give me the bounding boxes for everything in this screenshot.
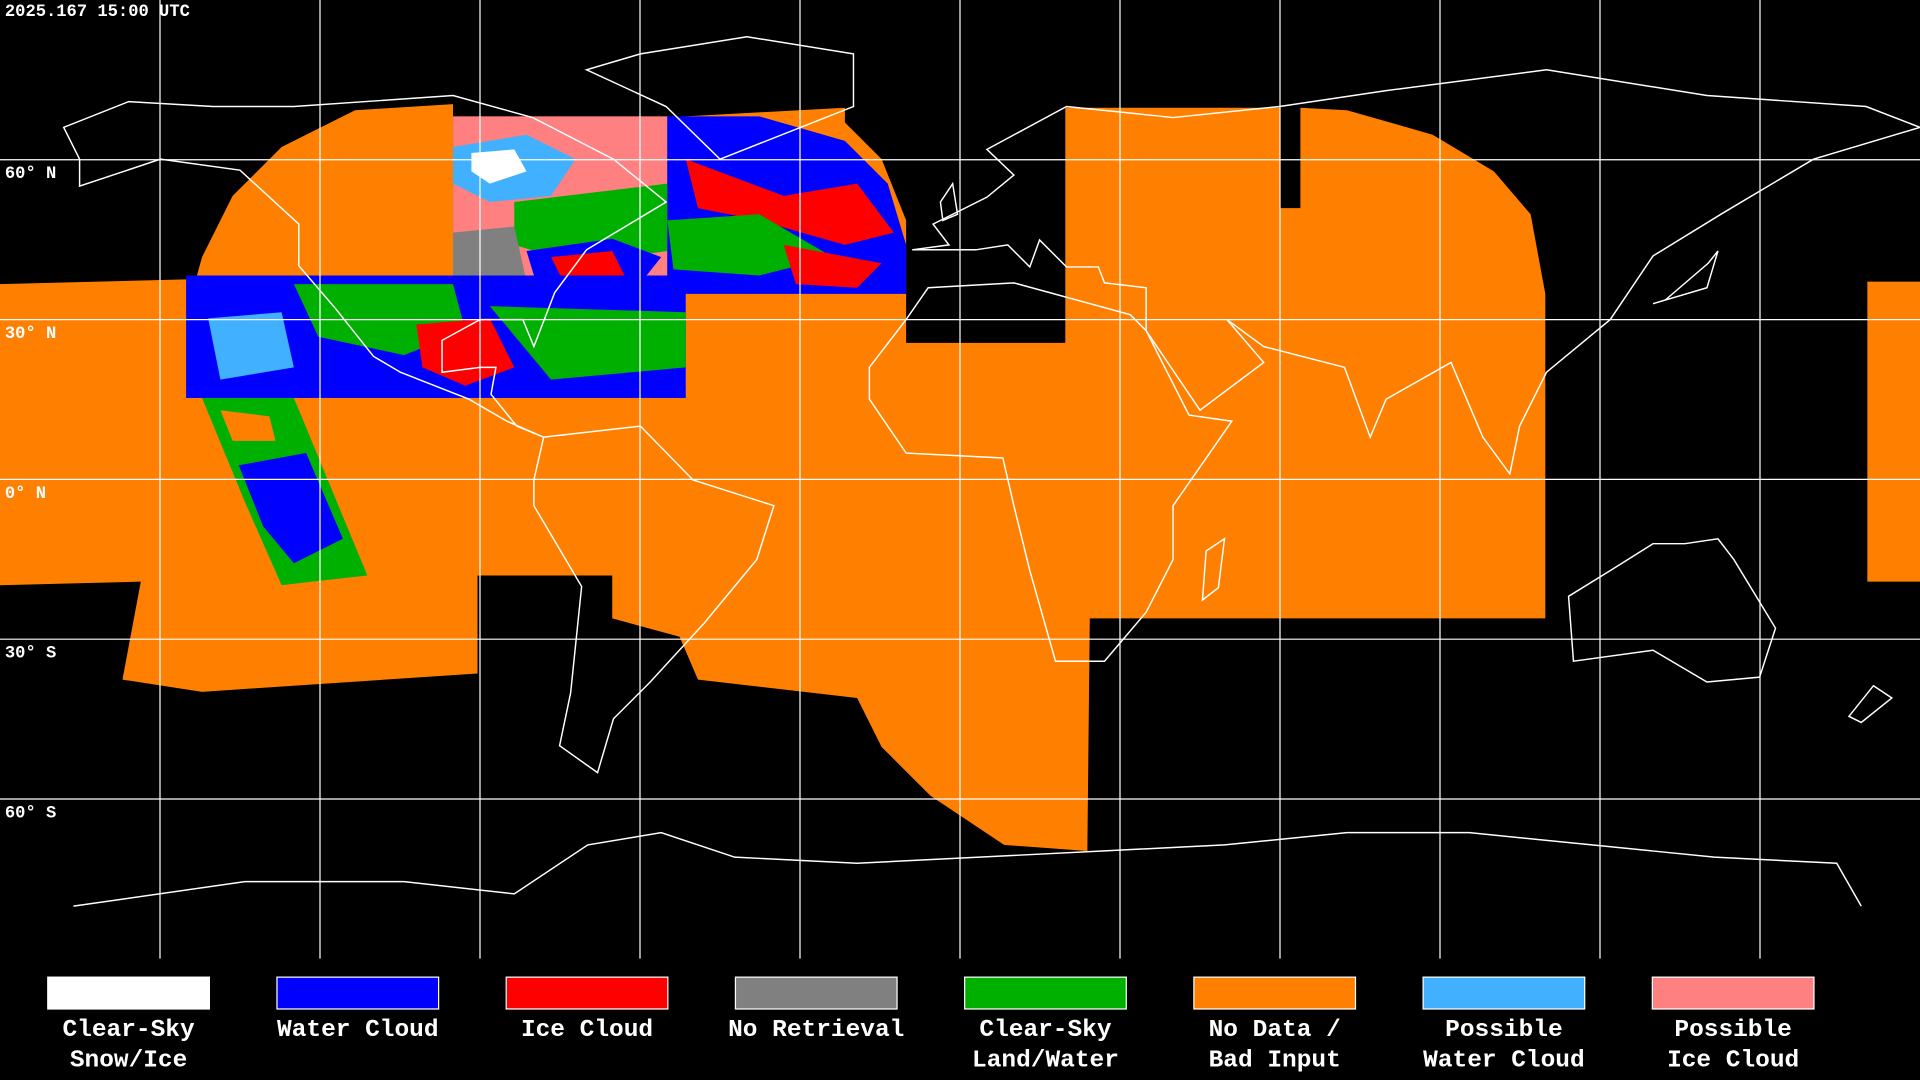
legend-label: No Data / <box>1209 1017 1341 1044</box>
lat-labels: 60° N 30° N 0° N 30° S 60° S <box>5 165 56 823</box>
legend-swatch <box>505 976 669 1010</box>
uk <box>939 181 959 222</box>
north-america <box>62 94 668 438</box>
madagascar <box>1201 537 1226 602</box>
graticule <box>0 0 1920 959</box>
antarctica <box>73 831 1862 907</box>
lat-label: 60° S <box>5 804 56 823</box>
timestamp: 2025.167 15:00 UTC <box>5 3 190 22</box>
legend-label: Bad Input <box>1209 1048 1341 1075</box>
legend-label: Possible <box>1445 1017 1562 1044</box>
legend-label: Clear-Sky <box>979 1017 1111 1044</box>
lat-label: 0° N <box>5 485 46 504</box>
legend-label: Ice Cloud <box>1667 1048 1799 1075</box>
legend-swatch <box>964 976 1127 1010</box>
legend-label: Possible <box>1674 1017 1791 1044</box>
lat-label: 30° S <box>5 645 56 664</box>
legend-swatch <box>276 976 440 1010</box>
legend-label: Water Cloud <box>1423 1048 1585 1075</box>
legend-label: Clear-Sky <box>62 1017 194 1044</box>
legend-label: Snow/Ice <box>70 1048 187 1075</box>
legend-label: Water Cloud <box>277 1017 439 1044</box>
africa <box>868 282 1234 662</box>
new-zealand <box>1847 684 1894 724</box>
lat-label: 30° N <box>5 325 56 344</box>
legend-label: Ice Cloud <box>521 1017 653 1044</box>
lat-label: 60° N <box>5 165 56 184</box>
legend-swatch <box>1422 976 1586 1010</box>
south-america <box>533 425 775 774</box>
legend-swatch <box>1651 976 1815 1010</box>
legend: Clear-Sky Snow/Ice Water Cloud Ice Cloud No … <box>47 976 1815 1075</box>
legend-label: No Retrieval <box>728 1017 904 1044</box>
legend-swatch <box>47 976 210 1010</box>
greenland <box>584 35 855 161</box>
legend-swatch <box>734 976 898 1010</box>
legend-swatch <box>1193 976 1357 1010</box>
australia <box>1567 537 1777 683</box>
legend-label: Land/Water <box>972 1048 1119 1075</box>
japan <box>1652 250 1719 305</box>
